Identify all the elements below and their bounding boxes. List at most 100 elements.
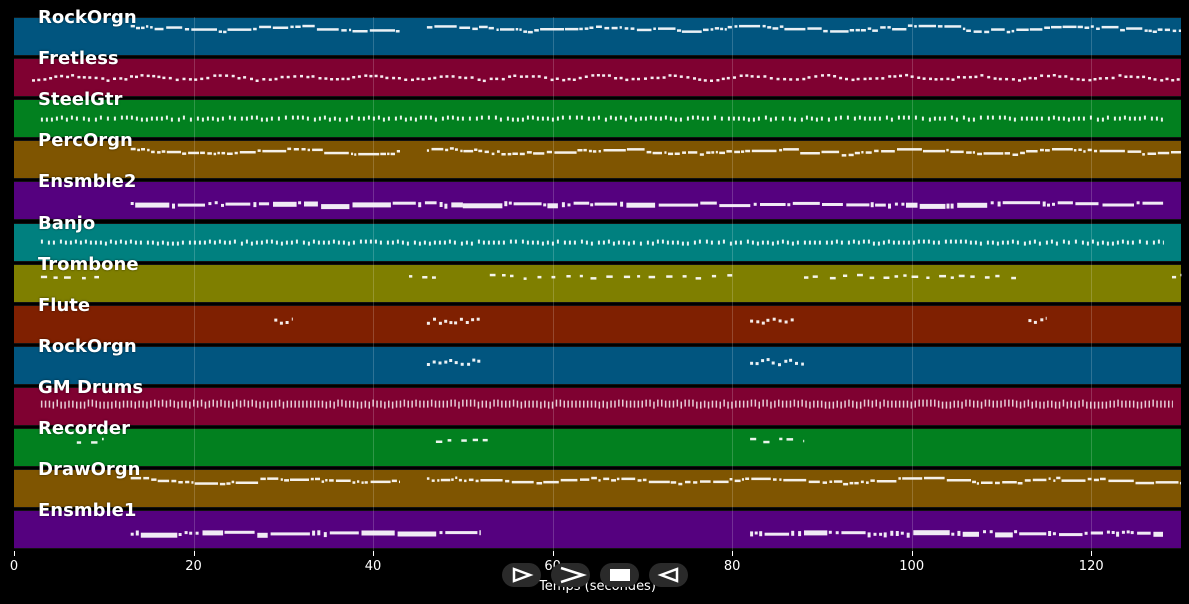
note — [771, 361, 775, 365]
note — [464, 76, 468, 80]
note — [166, 151, 181, 154]
note — [155, 116, 158, 121]
track-row[interactable]: SteelGtr — [14, 90, 1181, 139]
note — [1062, 399, 1065, 407]
note — [855, 28, 860, 32]
note — [1147, 152, 1157, 156]
note — [967, 117, 970, 122]
note — [1093, 478, 1099, 482]
track-row[interactable]: DrawOrgn — [14, 460, 1181, 509]
note — [109, 239, 112, 244]
track-row[interactable]: PercOrgn — [14, 131, 1181, 180]
note — [756, 75, 760, 79]
track-row[interactable]: RockOrgn — [14, 8, 1181, 56]
note — [1088, 78, 1092, 82]
note — [1067, 117, 1070, 122]
note — [664, 151, 667, 155]
note — [979, 115, 982, 120]
note — [567, 203, 571, 207]
note — [419, 400, 421, 408]
note — [409, 274, 413, 278]
note — [651, 241, 654, 246]
note — [914, 115, 917, 120]
note — [890, 530, 894, 536]
note — [726, 150, 732, 153]
note — [906, 532, 910, 538]
note — [966, 29, 971, 32]
note — [218, 74, 222, 77]
note — [1086, 401, 1088, 409]
note — [734, 240, 737, 245]
note — [317, 530, 321, 536]
note — [592, 116, 595, 121]
note — [1015, 400, 1018, 408]
note — [902, 115, 905, 120]
track-row[interactable]: Trombone — [14, 254, 1182, 303]
note — [403, 399, 406, 407]
note — [335, 479, 351, 483]
note — [939, 274, 946, 277]
note — [66, 75, 70, 79]
note — [362, 116, 365, 121]
note — [88, 76, 92, 79]
note — [711, 151, 715, 154]
track-row[interactable]: Ensmble1 — [14, 501, 1181, 550]
track-row[interactable]: Ensmble2 — [14, 172, 1181, 221]
note — [603, 149, 626, 152]
note — [426, 26, 433, 29]
rewind-button[interactable] — [649, 563, 688, 587]
note — [912, 240, 915, 245]
track-row[interactable]: RockOrgn — [14, 336, 1181, 385]
note — [1024, 479, 1031, 482]
note — [372, 399, 374, 407]
note — [1011, 78, 1015, 81]
note — [1047, 203, 1050, 207]
note — [231, 74, 235, 78]
note — [40, 239, 43, 244]
note — [644, 116, 647, 121]
track-row[interactable]: Flute — [14, 295, 1181, 344]
note — [781, 116, 784, 121]
track-label: DrawOrgn — [38, 459, 141, 481]
note — [598, 401, 601, 409]
note — [575, 400, 577, 408]
note — [653, 27, 656, 30]
note — [995, 274, 1000, 277]
note — [212, 399, 214, 407]
note — [897, 240, 900, 245]
note — [461, 439, 467, 442]
note — [255, 115, 258, 120]
note — [216, 117, 219, 122]
note-lane — [40, 239, 1164, 246]
note — [332, 239, 335, 244]
track-row[interactable]: GM Drums — [14, 377, 1181, 426]
note — [391, 479, 397, 483]
note — [76, 401, 78, 409]
note — [828, 530, 832, 534]
note — [787, 203, 791, 207]
note — [312, 239, 315, 244]
note — [83, 401, 86, 409]
track-row[interactable]: Recorder — [14, 419, 1181, 467]
play-button[interactable] — [502, 563, 541, 587]
note — [881, 150, 895, 153]
stop-button[interactable] — [600, 563, 639, 587]
note — [390, 152, 395, 156]
fast-forward-button[interactable] — [551, 563, 590, 587]
note — [1171, 400, 1173, 408]
note — [445, 531, 478, 535]
note — [669, 116, 672, 121]
note — [115, 400, 117, 408]
note-lane — [130, 530, 1163, 538]
note — [528, 400, 530, 408]
note — [1101, 117, 1104, 122]
note — [849, 481, 854, 485]
note — [791, 530, 795, 536]
note — [270, 116, 273, 121]
note — [776, 77, 780, 81]
note — [341, 29, 347, 32]
note — [135, 116, 138, 121]
note — [218, 239, 221, 244]
track-row[interactable]: Banjo — [14, 213, 1181, 262]
track-row[interactable]: Fretless — [14, 49, 1181, 98]
